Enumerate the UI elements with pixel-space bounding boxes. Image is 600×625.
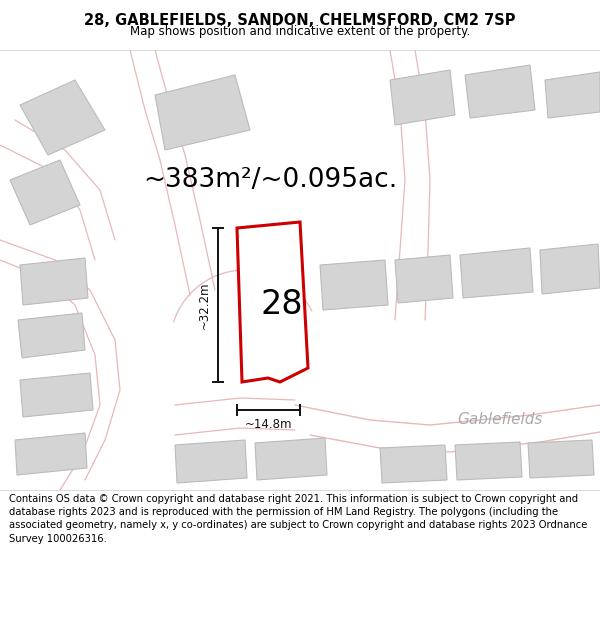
Polygon shape	[155, 75, 250, 150]
Polygon shape	[175, 440, 247, 483]
Polygon shape	[395, 255, 453, 303]
Polygon shape	[20, 258, 88, 305]
Polygon shape	[20, 373, 93, 417]
Text: Contains OS data © Crown copyright and database right 2021. This information is : Contains OS data © Crown copyright and d…	[9, 494, 587, 544]
Text: 28: 28	[261, 289, 303, 321]
Polygon shape	[255, 438, 327, 480]
Text: ~32.2m: ~32.2m	[198, 281, 211, 329]
Polygon shape	[237, 222, 308, 382]
Polygon shape	[10, 160, 80, 225]
Polygon shape	[528, 440, 594, 478]
Text: ~14.8m: ~14.8m	[245, 418, 292, 431]
Polygon shape	[380, 445, 447, 483]
Polygon shape	[545, 72, 600, 118]
Text: 28, GABLEFIELDS, SANDON, CHELMSFORD, CM2 7SP: 28, GABLEFIELDS, SANDON, CHELMSFORD, CM2…	[84, 12, 516, 28]
Polygon shape	[465, 65, 535, 118]
Polygon shape	[320, 260, 388, 310]
Polygon shape	[460, 248, 533, 298]
Polygon shape	[15, 433, 87, 475]
Text: ~383m²/~0.095ac.: ~383m²/~0.095ac.	[143, 167, 397, 193]
Text: Gablefields: Gablefields	[457, 412, 542, 428]
Polygon shape	[18, 313, 85, 358]
Polygon shape	[540, 244, 600, 294]
Polygon shape	[20, 80, 105, 155]
Text: Map shows position and indicative extent of the property.: Map shows position and indicative extent…	[130, 24, 470, 38]
Polygon shape	[455, 442, 522, 480]
Polygon shape	[390, 70, 455, 125]
